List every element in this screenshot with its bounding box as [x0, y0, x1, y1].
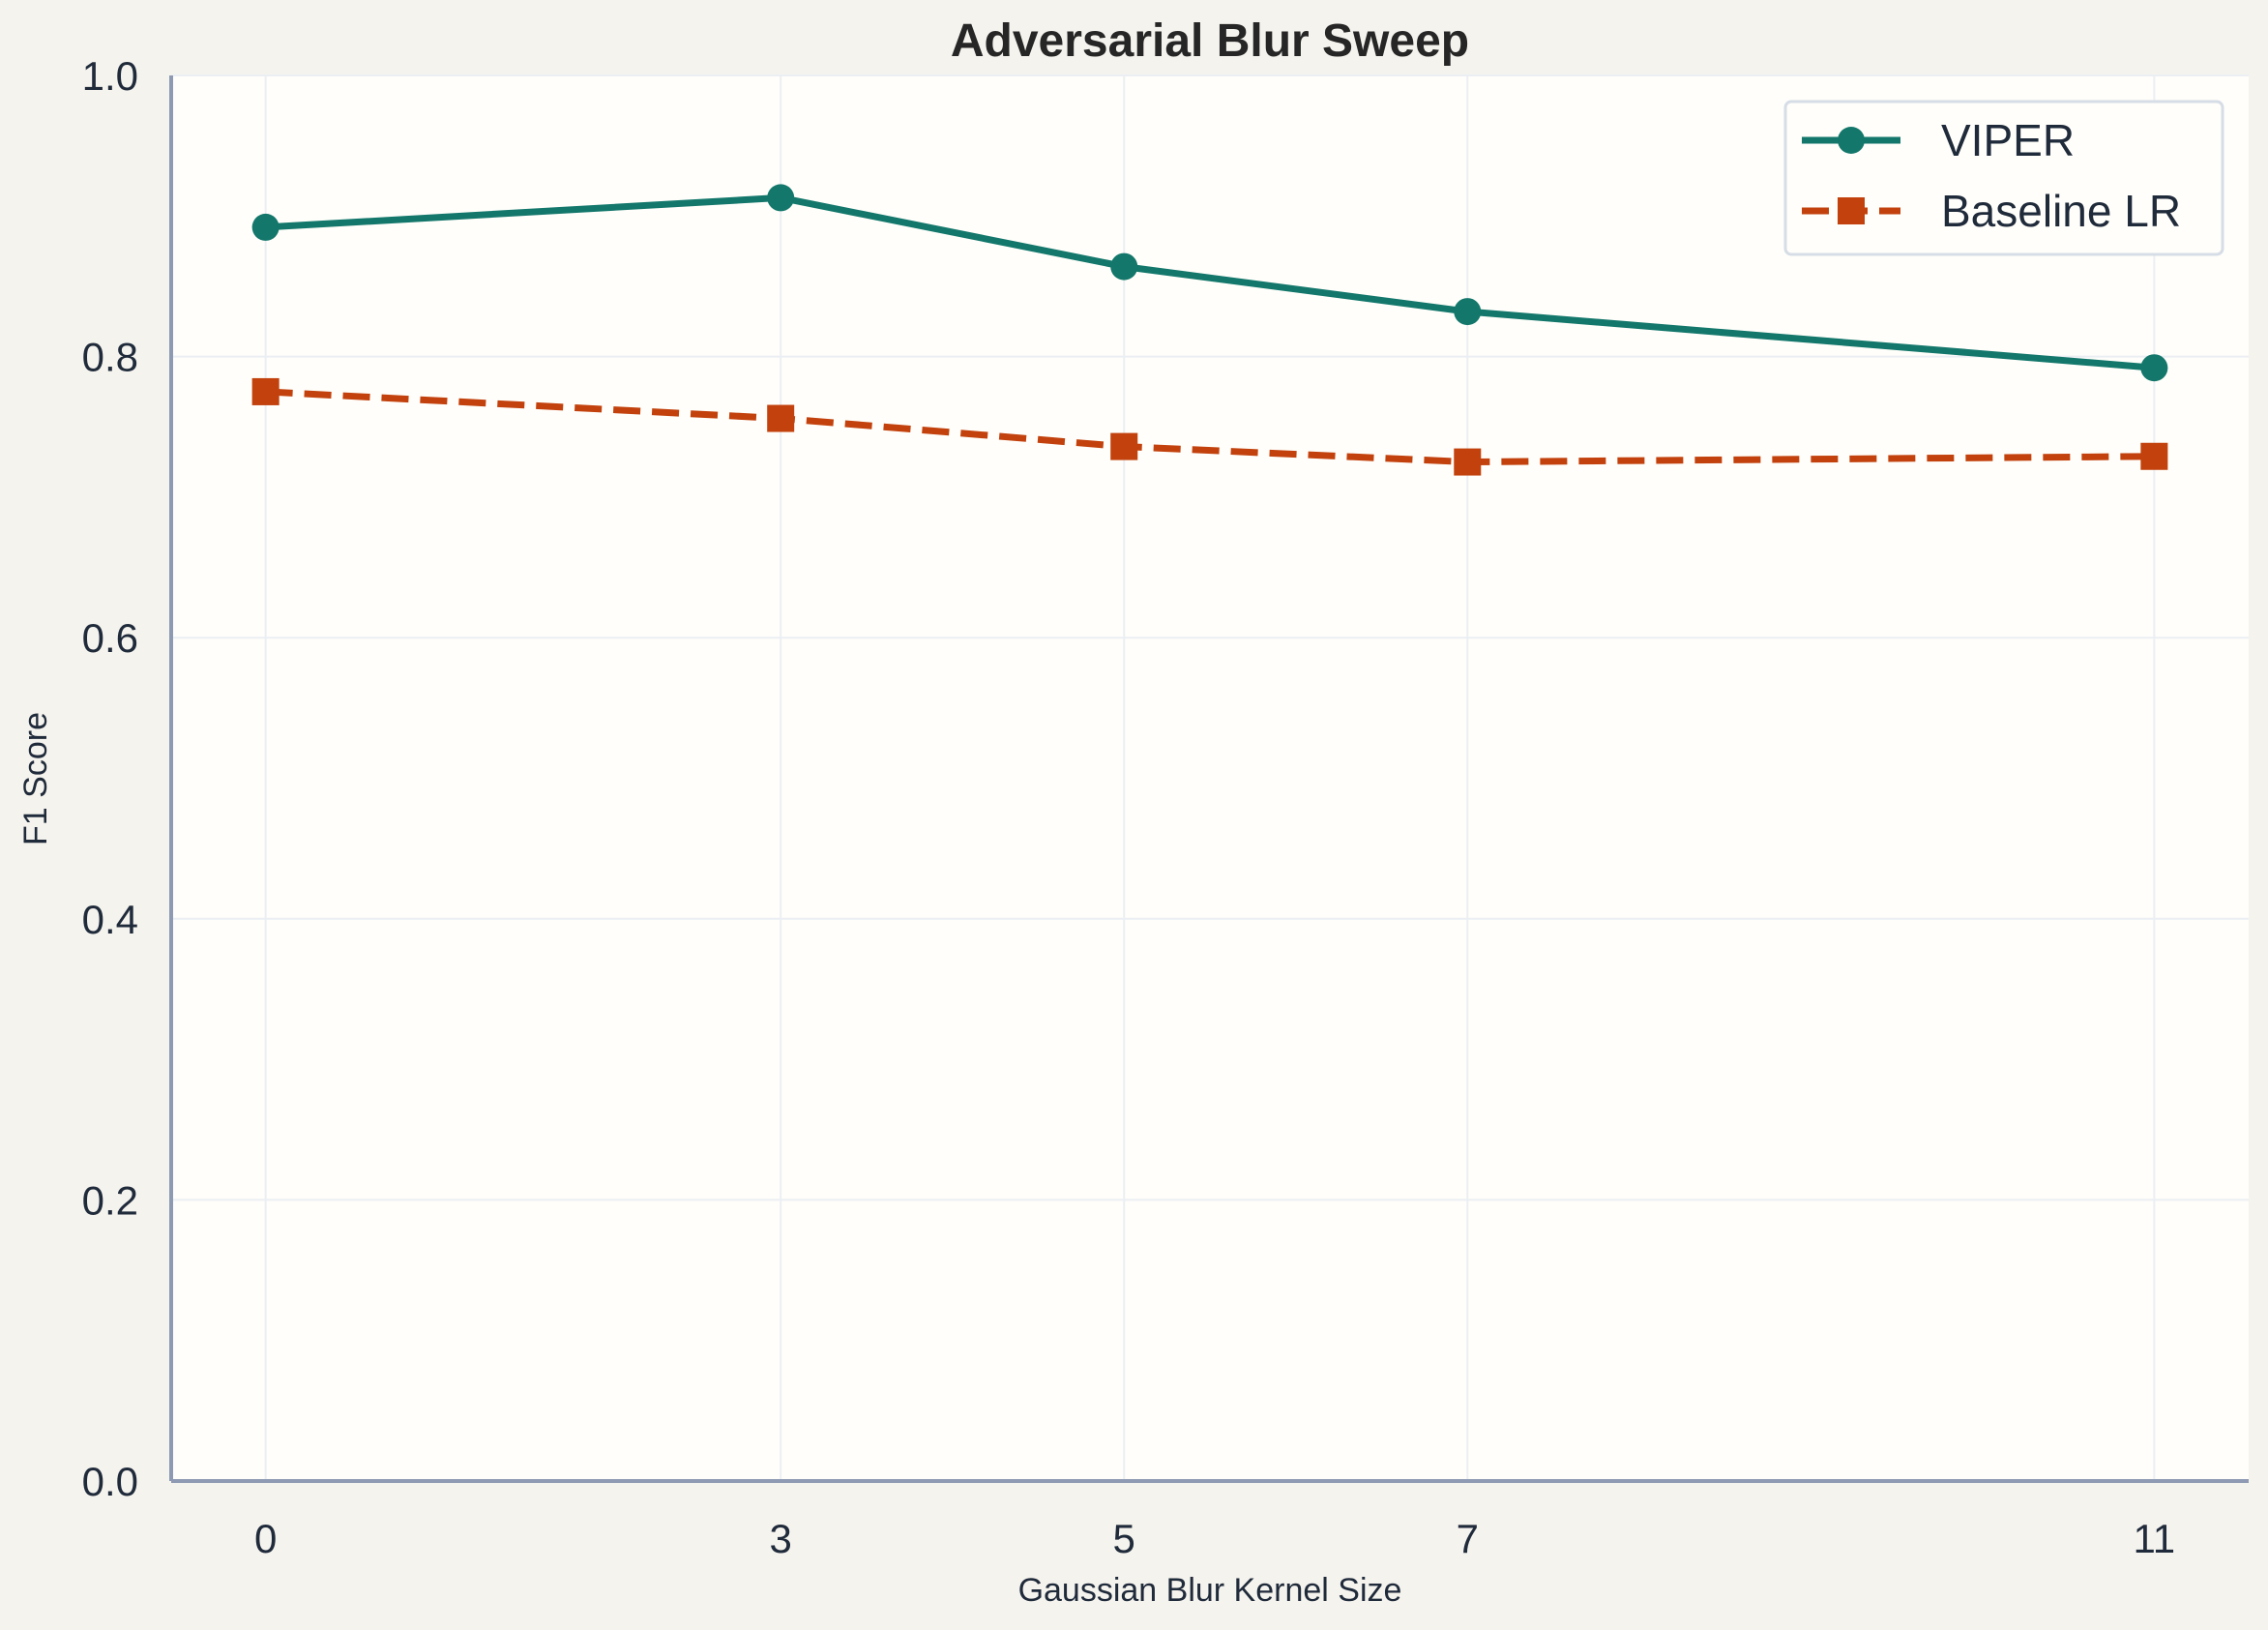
series-1 — [251, 184, 2168, 382]
data-point — [767, 404, 795, 432]
data-point — [1110, 432, 1138, 460]
data-point — [251, 377, 280, 405]
y-tick-label: 0.0 — [82, 1459, 138, 1504]
chart-title: Adversarial Blur Sweep — [951, 15, 1469, 67]
series-2 — [251, 377, 2168, 476]
y-tick-label: 0.8 — [82, 335, 138, 380]
x-tick-label: 0 — [254, 1516, 277, 1561]
y-tick-label: 1.0 — [82, 53, 138, 99]
data-point — [2140, 354, 2168, 382]
legend-label: Baseline LR — [1941, 186, 2181, 236]
y-tick-label: 0.4 — [82, 897, 138, 942]
x-axis-label: Gaussian Blur Kernel Size — [1018, 1572, 1402, 1609]
legend-label: VIPER — [1941, 115, 2075, 165]
ticks: 0 3 5 7 11 0.0 0.2 0.4 0.6 0.8 1.0 — [82, 53, 2176, 1561]
legend-marker — [1838, 197, 1865, 224]
data-point — [1454, 298, 1482, 326]
data-point — [2140, 442, 2168, 470]
x-tick-label: 3 — [770, 1516, 792, 1561]
legend: VIPER Baseline LR — [1783, 100, 2224, 256]
x-tick-label: 5 — [1113, 1516, 1135, 1561]
y-tick-label: 0.2 — [82, 1177, 138, 1223]
y-axis-label: F1 Score — [17, 712, 54, 845]
data-point — [251, 213, 280, 241]
series-layer — [251, 184, 2168, 476]
x-tick-label: 7 — [1457, 1516, 1479, 1561]
data-point — [767, 184, 795, 212]
data-point — [1110, 252, 1138, 281]
data-point — [1454, 448, 1482, 476]
legend-entries: VIPER Baseline LR — [1802, 115, 2181, 236]
x-tick-label: 11 — [2134, 1516, 2176, 1561]
y-tick-label: 0.6 — [82, 615, 138, 661]
legend-marker — [1838, 127, 1865, 154]
plot-area — [171, 75, 2249, 1481]
